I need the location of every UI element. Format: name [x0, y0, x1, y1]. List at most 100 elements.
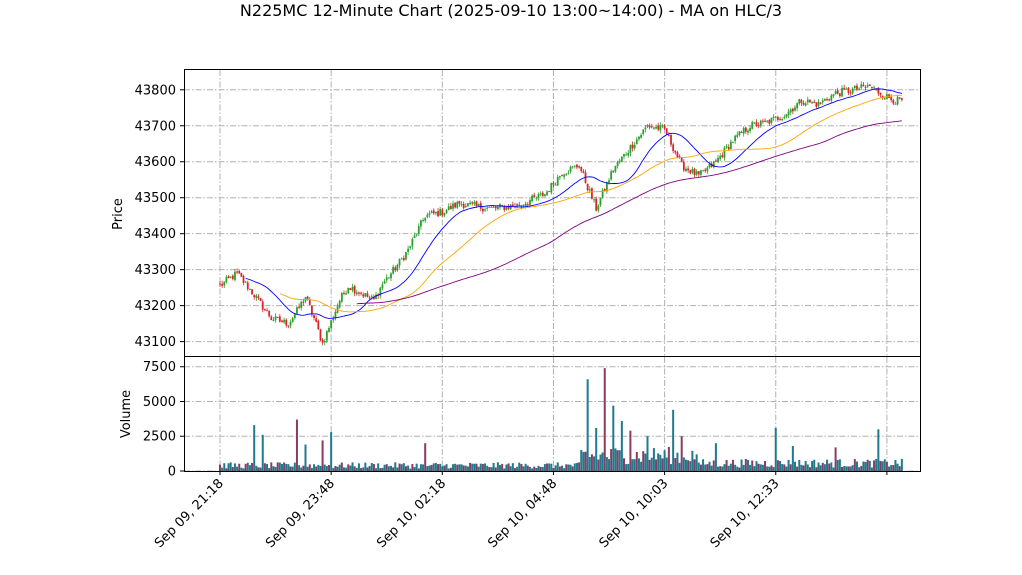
volume-bar: [372, 463, 375, 471]
volume-bar: [552, 467, 555, 471]
candle-up: [332, 318, 335, 321]
volume-bar: [441, 466, 444, 471]
volume-bar: [323, 464, 326, 471]
candle-down: [862, 84, 865, 87]
volume-bar: [308, 464, 311, 471]
volume-bar: [366, 467, 369, 471]
candle-up: [529, 200, 531, 206]
price-axis: 43100 43200 43300 43400 43500 43600 43700 43800: [135, 83, 184, 350]
volume-bar: [659, 454, 662, 471]
volume-bar: [479, 463, 482, 471]
candle-up: [424, 218, 427, 221]
candle-down: [678, 156, 681, 158]
candle-up: [860, 84, 863, 88]
volume-bar: [725, 460, 728, 471]
candle-up: [729, 141, 732, 150]
volume-bar: [806, 464, 809, 471]
volume-bar: [387, 466, 390, 471]
candle-down: [561, 175, 563, 177]
volume-bar: [338, 464, 341, 471]
candle-up: [742, 128, 745, 134]
volume-bar: [796, 466, 799, 471]
volume-bar: [584, 451, 587, 471]
volume-bar: [898, 466, 901, 471]
candle-down: [776, 117, 779, 120]
volume-grid: [184, 366, 920, 472]
volume-axis-label: Volume: [119, 390, 134, 438]
candle-up: [351, 286, 354, 291]
volume-bar: [870, 467, 873, 471]
candle-down: [676, 152, 679, 158]
volume-bar: [823, 464, 826, 471]
volume-bar: [469, 462, 472, 471]
candle-up: [558, 176, 561, 178]
candle-up: [772, 116, 775, 118]
candle-up: [685, 168, 687, 172]
candle-down: [251, 289, 253, 295]
volume-bar: [342, 467, 345, 471]
volume-bar: [727, 465, 730, 471]
candle-down: [253, 295, 256, 298]
volume-bar: [304, 444, 307, 471]
volume-bar: [622, 458, 625, 471]
time-axis: Sep 09, 21:18 Sep 09, 23:48 Sep 10, 02:18 S…: [152, 471, 888, 551]
candle-up: [460, 204, 463, 206]
candle-up: [858, 88, 861, 91]
volume-bar: [219, 464, 221, 471]
candle-up: [539, 193, 542, 195]
volume-bar: [473, 463, 476, 471]
volume-bar: [315, 466, 318, 471]
candle-up: [405, 251, 407, 260]
volume-bar: [753, 466, 756, 471]
candle-up: [770, 117, 773, 123]
time-tick-label: Sep 10, 10:03: [597, 476, 672, 551]
time-tick-label: Sep 09, 21:18: [152, 476, 227, 551]
volume-bar: [620, 420, 623, 471]
candle-up: [565, 173, 568, 175]
volume-bar: [781, 463, 784, 471]
candle-up: [612, 170, 615, 173]
candle-up: [614, 166, 617, 172]
volume-bar: [881, 461, 884, 471]
volume-bar: [558, 466, 561, 471]
volume-bar: [678, 462, 681, 471]
candle-down: [246, 282, 249, 290]
candle-up: [759, 120, 762, 126]
volume-bar: [272, 466, 275, 471]
volume-bar: [328, 464, 331, 471]
chart-title: N225MC 12-Minute Chart (2025-09-10 13:00…: [240, 1, 782, 20]
candle-up: [383, 281, 386, 284]
volume-bar: [332, 467, 335, 471]
volume-bar: [340, 462, 343, 471]
volume-bar: [233, 463, 236, 471]
volume-bar: [295, 419, 298, 471]
candle-up: [452, 203, 454, 209]
volume-bar: [293, 462, 296, 471]
ma-short-line: [245, 88, 902, 319]
candle-up: [571, 166, 574, 168]
candle-up: [325, 331, 328, 341]
volume-bar: [246, 462, 249, 471]
candle-up: [390, 273, 392, 279]
volume-bar: [242, 468, 245, 471]
volume-bar: [826, 459, 829, 471]
volume-bar: [377, 463, 380, 471]
volume-bar: [768, 466, 771, 471]
candle-down: [868, 84, 871, 86]
candle-up: [456, 201, 459, 208]
candle-up: [400, 258, 403, 260]
candle-up: [866, 85, 869, 87]
time-tick-label: Sep 10, 12:33: [708, 476, 783, 551]
candle-up: [398, 259, 401, 266]
candle-down: [242, 276, 245, 283]
volume-bar: [888, 466, 891, 471]
candle-up: [229, 276, 232, 278]
candle-down: [488, 206, 491, 208]
candle-up: [293, 314, 296, 319]
candle-up: [747, 130, 749, 133]
candle-up: [225, 277, 228, 282]
candle-down: [819, 102, 822, 104]
volume-bar: [883, 459, 886, 471]
candle-down: [533, 195, 536, 198]
volume-bar: [860, 466, 863, 471]
